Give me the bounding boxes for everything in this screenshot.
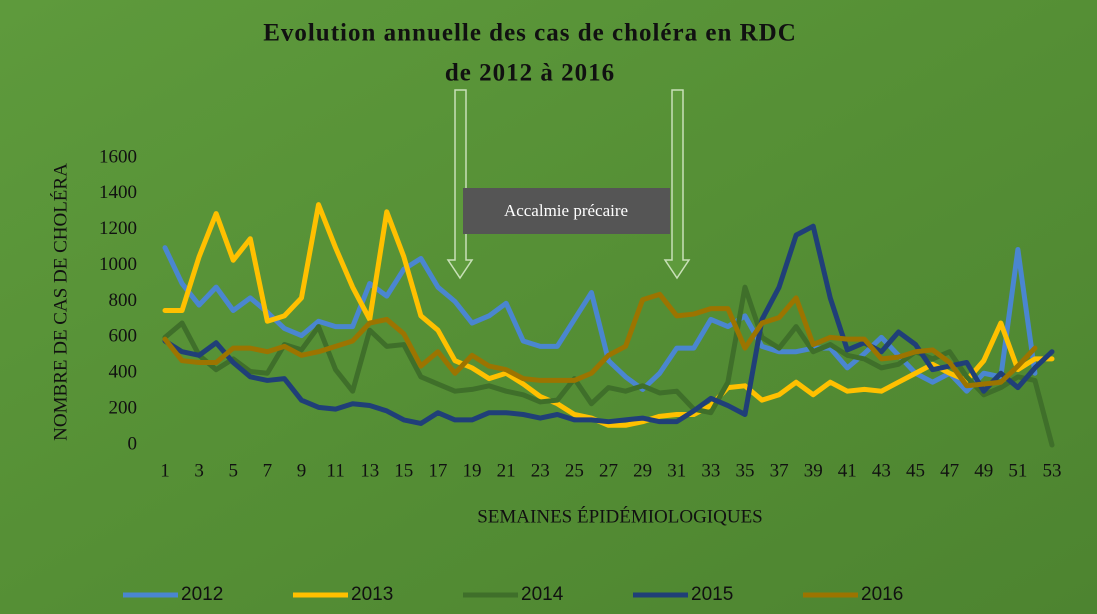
series-line bbox=[162, 245, 1038, 394]
x-tick-label: 51 bbox=[1008, 460, 1027, 481]
x-tick-label: 3 bbox=[194, 460, 204, 481]
x-tick-label: 7 bbox=[263, 460, 273, 481]
legend-label: 2013 bbox=[351, 584, 393, 605]
y-tick-label: 1200 bbox=[99, 218, 137, 239]
x-tick-label: 15 bbox=[394, 460, 413, 481]
series-line bbox=[162, 284, 1055, 448]
x-tick-label: 33 bbox=[701, 460, 720, 481]
x-tick-label: 21 bbox=[497, 460, 516, 481]
chart-title: Evolution annuelle des cas de choléra en… bbox=[263, 20, 797, 47]
x-tick-label: 39 bbox=[804, 460, 823, 481]
x-axis-label: SEMAINES ÉPIDÉMIOLOGIQUES bbox=[477, 505, 763, 527]
x-tick-label: 37 bbox=[770, 460, 789, 481]
y-axis-label: NOMBRE DE CAS DE CHOLÉRA bbox=[49, 163, 71, 441]
y-tick-label: 200 bbox=[109, 397, 138, 418]
series-line bbox=[162, 291, 1038, 389]
annotation-box bbox=[463, 188, 670, 234]
x-tick-label: 29 bbox=[633, 460, 652, 481]
annotation: Accalmie précaire bbox=[504, 201, 628, 220]
series-line bbox=[162, 223, 1055, 426]
x-tick-label: 1 bbox=[160, 460, 170, 481]
series-line bbox=[162, 202, 1055, 428]
y-tick-label: 1400 bbox=[99, 182, 137, 203]
legend-label: 2014 bbox=[521, 584, 564, 605]
legend-label: 2016 bbox=[861, 584, 903, 605]
y-tick-label: 400 bbox=[109, 362, 138, 383]
chart-subtitle: de 2012 à 2016 bbox=[445, 60, 615, 87]
legend-label: 2015 bbox=[691, 584, 733, 605]
x-tick-label: 11 bbox=[326, 460, 344, 481]
legend-label: 2012 bbox=[181, 584, 223, 605]
y-tick-label: 0 bbox=[128, 433, 138, 454]
x-tick-label: 19 bbox=[463, 460, 482, 481]
x-tick-label: 35 bbox=[735, 460, 754, 481]
x-tick-label: 5 bbox=[228, 460, 238, 481]
x-tick-label: 31 bbox=[667, 460, 686, 481]
x-tick-label: 49 bbox=[974, 460, 993, 481]
x-tick-label: 27 bbox=[599, 460, 618, 481]
x-tick-label: 45 bbox=[906, 460, 925, 481]
x-tick-label: 13 bbox=[360, 460, 379, 481]
y-tick-label: 800 bbox=[109, 290, 138, 311]
x-tick-label: 47 bbox=[940, 460, 959, 481]
x-tick-label: 9 bbox=[297, 460, 307, 481]
y-tick-label: 1600 bbox=[99, 146, 137, 167]
x-tick-label: 41 bbox=[838, 460, 857, 481]
y-tick-label: 600 bbox=[109, 326, 138, 347]
x-tick-label: 43 bbox=[872, 460, 891, 481]
y-tick-label: 1000 bbox=[99, 254, 137, 275]
x-tick-label: 17 bbox=[428, 460, 447, 481]
x-tick-label: 25 bbox=[565, 460, 584, 481]
x-tick-label: 23 bbox=[531, 460, 550, 481]
x-tick-label: 53 bbox=[1043, 460, 1062, 481]
